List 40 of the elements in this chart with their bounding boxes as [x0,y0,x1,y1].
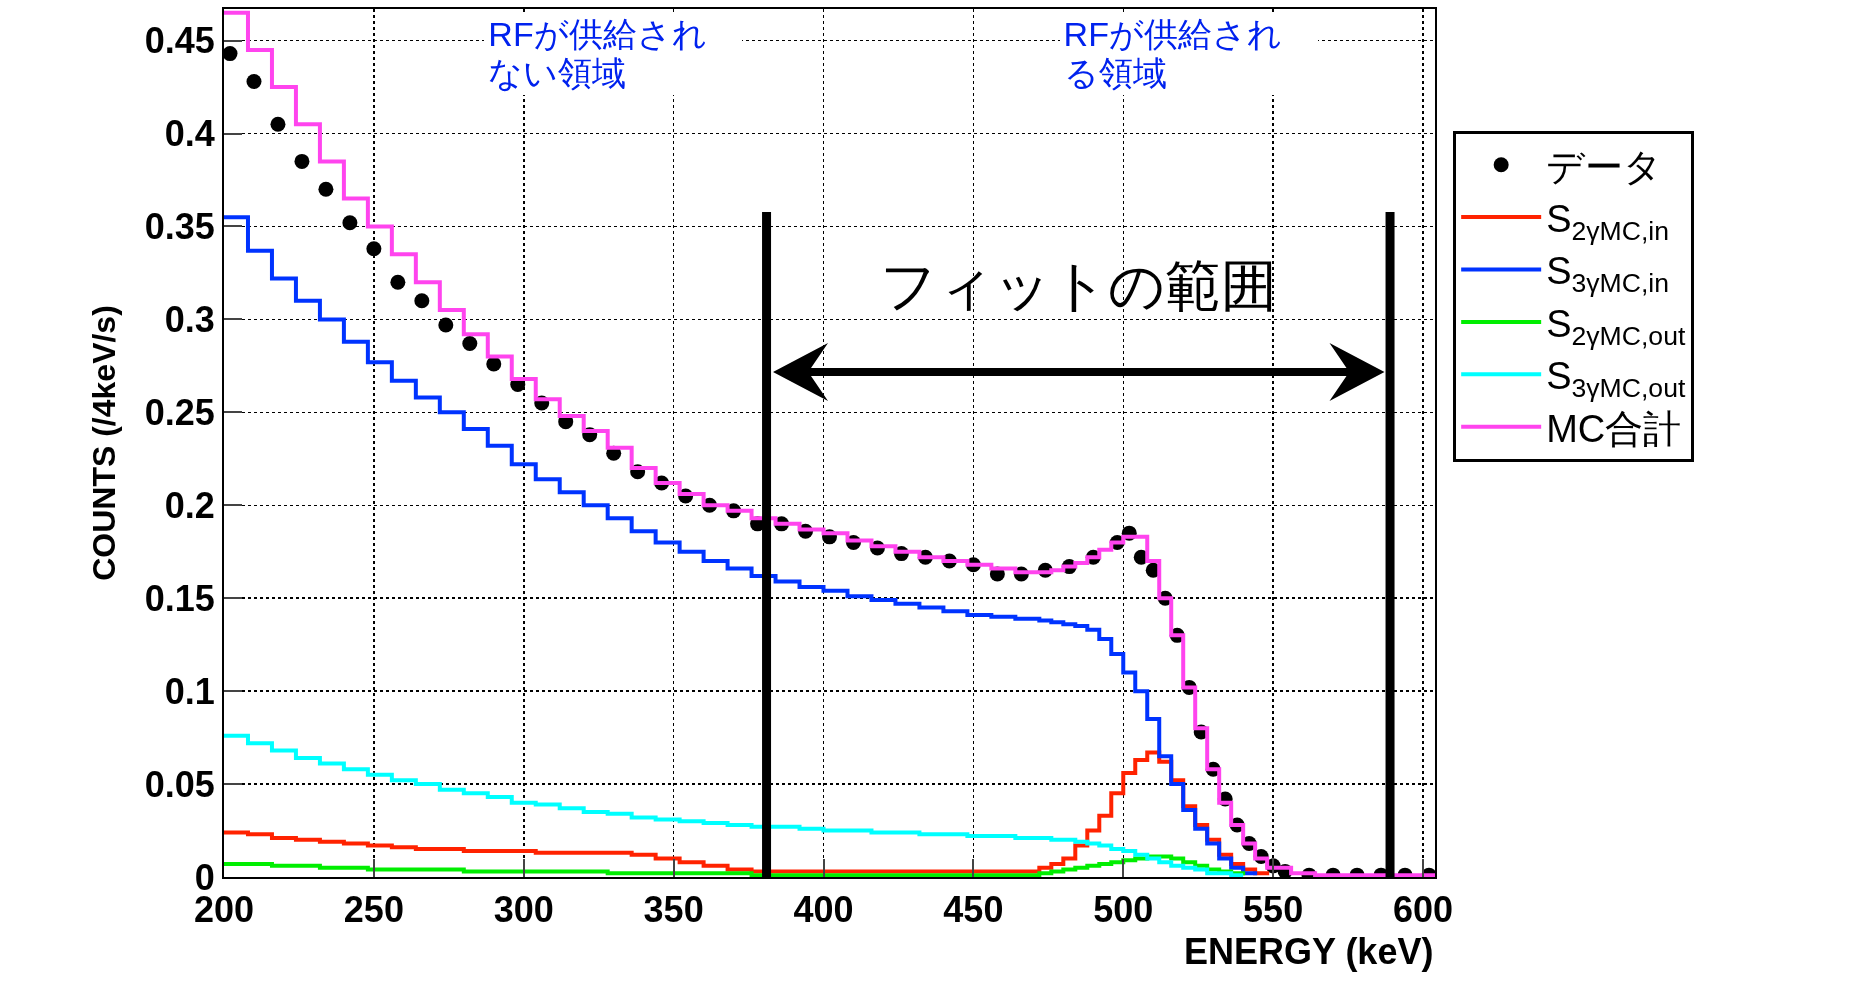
annotation: RFが供給される領域 [1059,13,1318,96]
x-tick-label: 500 [1093,889,1154,931]
legend-label: S$_{3γMC,in}$ [1546,250,1670,299]
x-tick-label: 550 [1243,889,1304,931]
legend-label: S$_{2γMC,out}$ [1546,302,1686,351]
x-tick-label: 450 [943,889,1004,931]
point [224,46,238,62]
legend-label: S$_{3γMC,out}$ [1546,355,1686,404]
y-tick-label: 0.3 [164,299,215,340]
point [366,241,382,257]
y-tick-label: 0.1 [164,670,215,712]
annotation: RFが供給されない領域 [484,13,743,96]
x-tick-label: 300 [493,889,554,931]
x-axis-title: ENERGY (keV) [1184,931,1434,972]
legend-label: S$_{2γMC,in}$ [1546,197,1670,246]
point [294,153,310,169]
legend-label: MC合計 [1546,407,1682,450]
x-tick-label: 250 [343,889,404,931]
x-tick-label: 400 [793,889,854,931]
y-tick-label: 0.15 [144,577,215,619]
y-tick-label: 0.05 [144,763,215,805]
point [342,215,358,231]
point [270,116,286,132]
point [390,274,406,290]
y-tick-label: 0.35 [144,206,215,248]
x-tick-label: 200 [193,889,255,931]
y-tick-label: 0.25 [144,391,215,433]
point [414,293,430,309]
y-axis-title: COUNTS (/4keV/s) [85,305,122,581]
point [438,317,454,333]
annotation: フィットの範囲 [880,254,1277,317]
legend-label: データ [1546,145,1663,188]
x-tick-label: 350 [643,889,704,931]
point [318,181,334,197]
y-tick-label: 0.4 [164,113,215,155]
y-tick-label: 0.45 [144,20,215,62]
point [462,336,478,352]
y-tick-label: 0.2 [164,484,215,526]
point [246,73,262,89]
x-tick-label: 600 [1392,889,1454,931]
